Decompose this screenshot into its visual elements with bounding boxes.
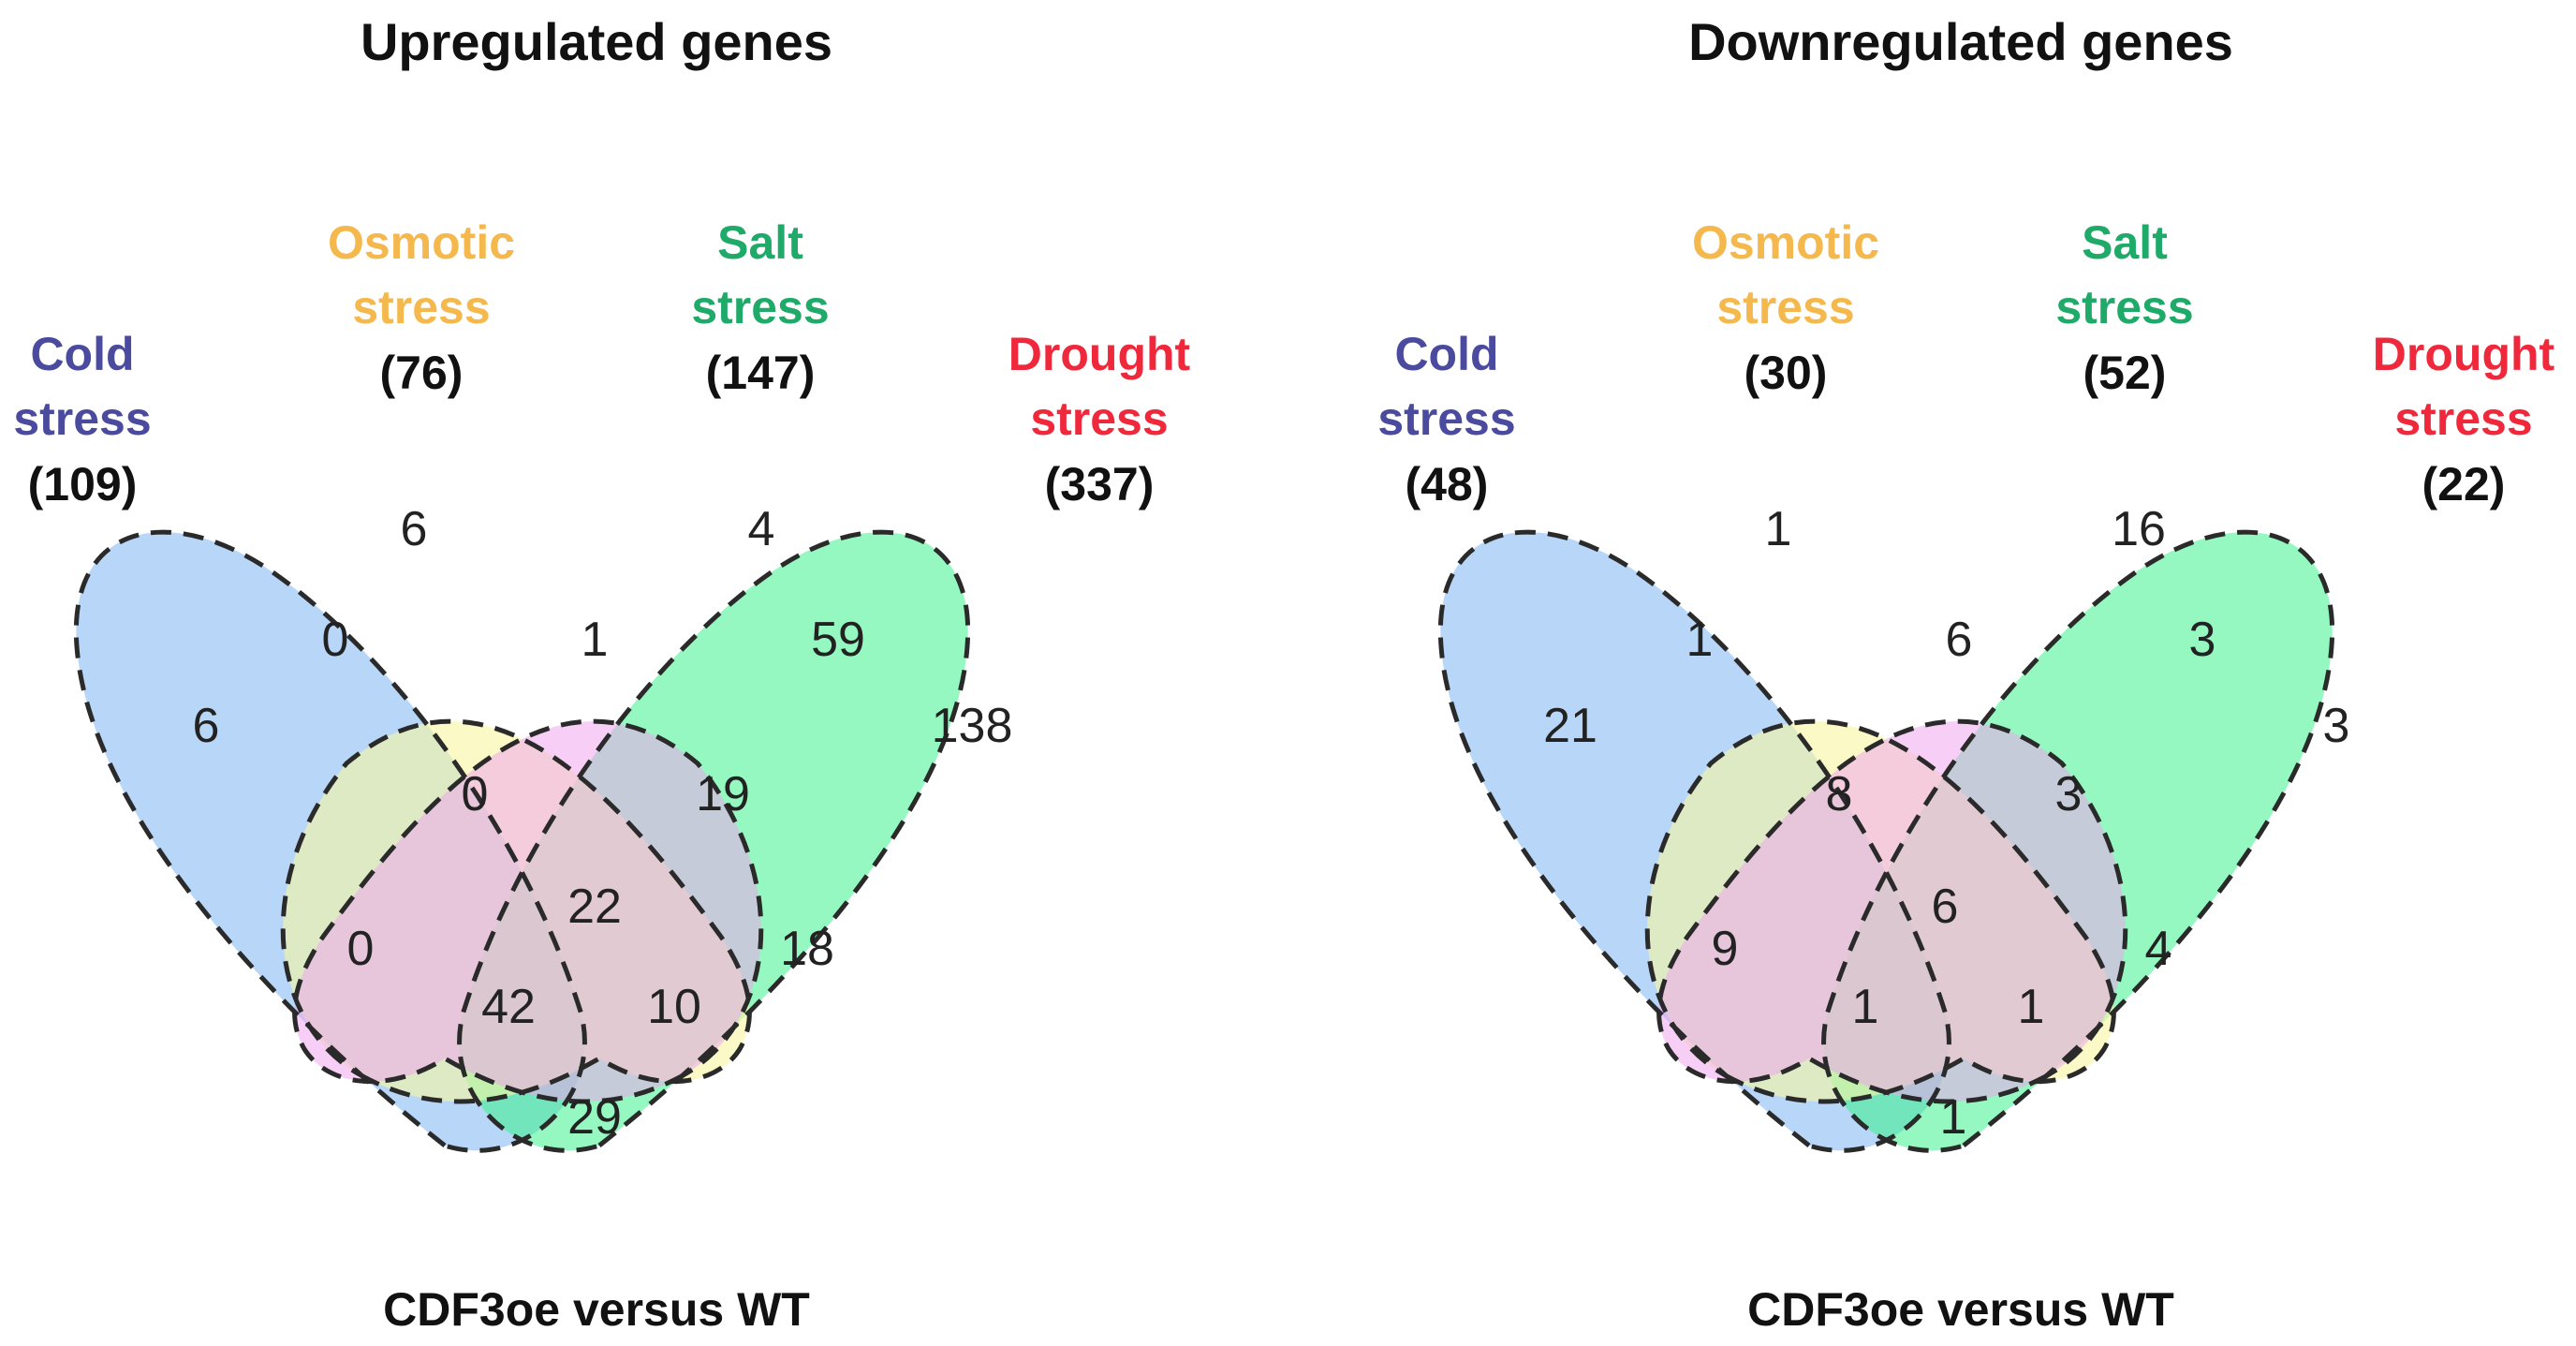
osmotic-label-line2: stress	[1716, 281, 1854, 333]
osmotic-count: (30)	[1744, 347, 1828, 399]
region-osmotic-salt: 6	[1946, 613, 1973, 667]
cold-label-line2: stress	[1377, 392, 1515, 445]
drought-set-label: Drought stress (337)	[1008, 328, 1191, 510]
drought-set-label: Drought stress (22)	[2373, 328, 2555, 510]
region-cold-drought: 29	[567, 1090, 622, 1145]
region-cold-osmotic-drought: 1	[2018, 980, 2045, 1034]
salt-count: (147)	[706, 347, 816, 399]
drought-count: (22)	[2422, 458, 2506, 510]
region-cold-osmotic-salt: 8	[1826, 767, 1853, 821]
panel-title: Upregulated genes	[361, 12, 832, 71]
osmotic-label-line1: Osmotic	[328, 216, 515, 269]
region-osmotic-salt: 1	[581, 613, 609, 667]
osmotic-label-line1: Osmotic	[1692, 216, 1879, 269]
region-drought-only: 138	[932, 699, 1013, 753]
region-drought-only: 3	[2323, 699, 2350, 753]
cold-count: (48)	[1406, 458, 1489, 510]
salt-label-line1: Salt	[2082, 216, 2168, 269]
region-salt-drought: 3	[2189, 613, 2216, 667]
region-cold-osmotic: 0	[322, 613, 349, 667]
region-counts: 21 1 16 3 1 6 3 8 3 6 9 4 1 1 1	[1543, 502, 2349, 1145]
region-salt-only: 16	[2112, 502, 2166, 556]
salt-label-line1: Salt	[717, 216, 803, 269]
salt-set-label: Salt stress (52)	[2055, 216, 2193, 399]
region-cold-salt: 9	[1712, 922, 1739, 976]
cold-label-line2: stress	[13, 392, 151, 445]
region-counts: 6 6 4 138 0 1 59 0 19 22 0 18 42 10 29	[193, 502, 1013, 1145]
region-cold-only: 6	[193, 699, 220, 753]
cold-count: (109)	[28, 458, 138, 510]
region-cold-salt-drought: 1	[1852, 980, 1879, 1034]
region-osmotic-drought: 18	[780, 922, 834, 976]
region-osmotic-drought: 4	[2145, 922, 2172, 976]
panel-caption: CDF3oe versus WT	[383, 1283, 810, 1336]
salt-label-line2: stress	[691, 281, 829, 333]
salt-set-label: Salt stress (147)	[691, 216, 829, 399]
panel-caption: CDF3oe versus WT	[1747, 1283, 2174, 1336]
region-cold-only: 21	[1543, 699, 1597, 753]
region-osmotic-only: 1	[1765, 502, 1792, 556]
panel-title: Downregulated genes	[1688, 12, 2233, 71]
osmotic-count: (76)	[380, 347, 464, 399]
drought-label-line1: Drought	[2373, 328, 2555, 380]
region-cold-drought: 1	[1940, 1090, 1967, 1145]
region-all-four: 6	[1932, 880, 1959, 934]
region-salt-drought: 59	[811, 613, 865, 667]
osmotic-label-line2: stress	[352, 281, 490, 333]
region-cold-salt: 0	[347, 922, 375, 976]
osmotic-set-label: Osmotic stress (30)	[1692, 216, 1879, 399]
region-osmotic-only: 6	[401, 502, 428, 556]
region-cold-osmotic-salt: 0	[462, 767, 489, 821]
drought-label-line1: Drought	[1008, 328, 1191, 380]
drought-label-line2: stress	[1030, 392, 1168, 445]
drought-count: (337)	[1045, 458, 1155, 510]
downregulated-panel: Downregulated genes Cold stress (48) Osm…	[1377, 12, 2554, 1336]
cold-label-line1: Cold	[30, 328, 134, 380]
region-cold-osmotic: 1	[1686, 613, 1714, 667]
region-osmotic-salt-drought: 19	[696, 767, 750, 821]
salt-label-line2: stress	[2055, 281, 2193, 333]
upregulated-panel: Upregulated genes Cold stress (109) Osmo…	[13, 12, 1190, 1336]
region-cold-osmotic-drought: 10	[647, 980, 701, 1034]
region-osmotic-salt-drought: 3	[2055, 767, 2083, 821]
osmotic-set-label: Osmotic stress (76)	[328, 216, 515, 399]
cold-set-label: Cold stress (48)	[1377, 328, 1515, 510]
region-all-four: 22	[567, 880, 622, 934]
drought-label-line2: stress	[2394, 392, 2532, 445]
salt-count: (52)	[2083, 347, 2167, 399]
cold-set-label: Cold stress (109)	[13, 328, 151, 510]
region-cold-salt-drought: 42	[481, 980, 536, 1034]
cold-label-line1: Cold	[1394, 328, 1498, 380]
region-salt-only: 4	[748, 502, 775, 556]
